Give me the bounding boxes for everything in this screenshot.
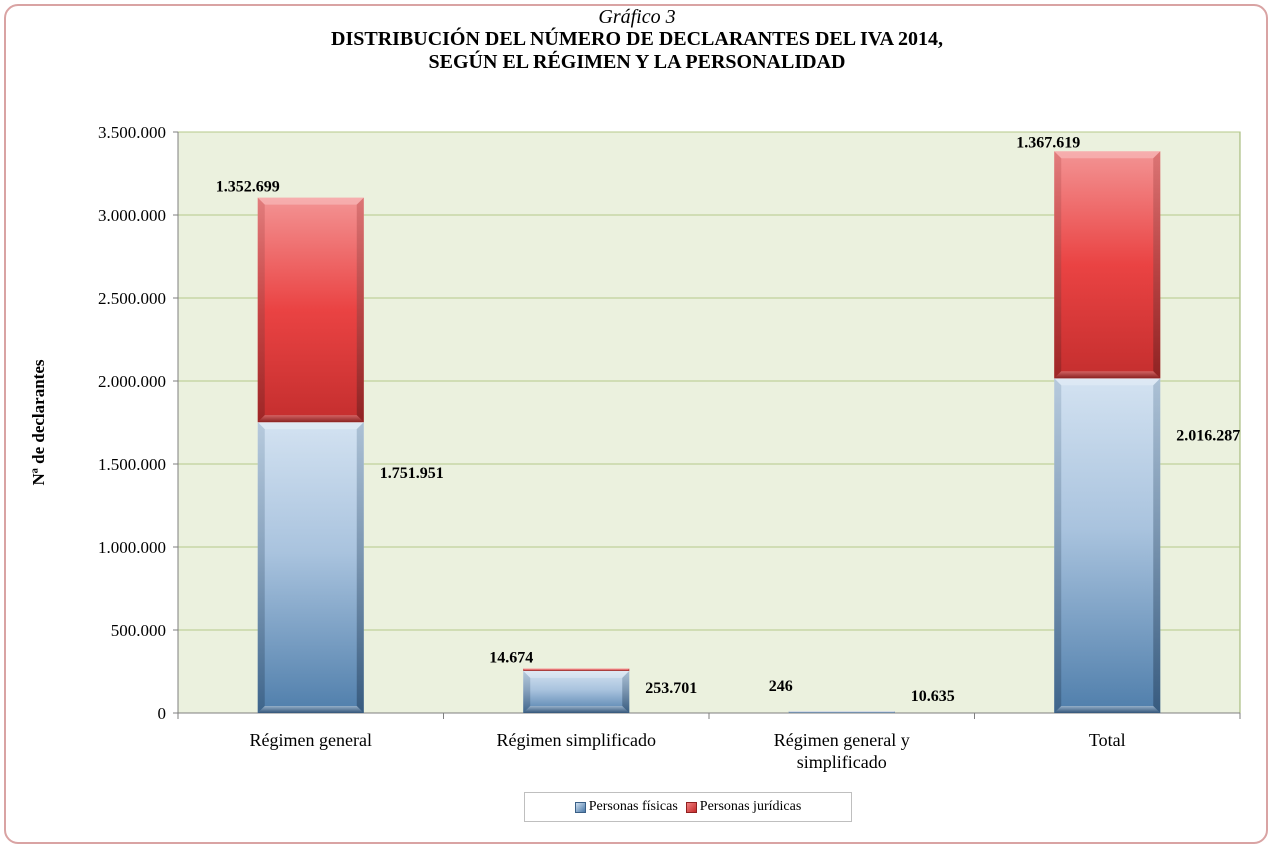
- bar-juridicas-3: [1054, 151, 1160, 378]
- bar-juridicas-1-bevel-bottom: [523, 670, 629, 671]
- data-label-fisicas-3: 2.016.287: [1176, 428, 1240, 445]
- y-tick-label: 500.000: [111, 621, 166, 640]
- bar-juridicas-3-bevel-right: [1153, 151, 1160, 378]
- bar-juridicas-0: [258, 198, 364, 423]
- bar-fisicas-3-bevel-right: [1153, 378, 1160, 713]
- bar-juridicas-0-bevel-left: [258, 198, 265, 423]
- data-label-fisicas-1: 253.701: [645, 680, 697, 697]
- bar-chart: 0 500.000 1.000.000 1.500.000 2.000.000 2.500…: [0, 0, 1274, 827]
- bar-fisicas-3: [1054, 378, 1160, 713]
- bar-juridicas-1-bevel-top: [523, 668, 629, 669]
- data-label-fisicas-2: 10.635: [911, 688, 955, 705]
- y-tick-label: 2.000.000: [98, 372, 166, 391]
- y-tick-label: 3.500.000: [98, 123, 166, 142]
- legend-swatch-fisicas: [575, 802, 586, 813]
- legend-item-fisicas: Personas físicas: [575, 799, 678, 815]
- x-category-label-2: Régimen general y: [774, 730, 910, 750]
- legend-swatch-juridicas: [686, 802, 697, 813]
- data-label-juridicas-0: 1.352.699: [216, 179, 280, 196]
- y-axis-label: Nª de declarantes: [29, 359, 48, 485]
- y-tick-label: 3.000.000: [98, 206, 166, 225]
- data-label-fisicas-0: 1.751.951: [380, 465, 444, 482]
- x-category-label-3: Total: [1089, 730, 1126, 750]
- legend-item-juridicas: Personas jurídicas: [686, 799, 801, 815]
- y-tick-label: 1.000.000: [98, 538, 166, 557]
- x-category-label-0: Régimen general: [250, 730, 372, 750]
- bar-fisicas-0-bevel-top: [258, 422, 364, 429]
- legend: Personas físicas Personas jurídicas: [524, 792, 852, 822]
- x-category-label-1: Régimen simplificado: [497, 730, 656, 750]
- bar-fisicas-0-bevel-right: [357, 422, 364, 713]
- bar-fisicas-1-bevel-top: [523, 671, 629, 678]
- bar-fisicas-3-bevel-top: [1054, 378, 1160, 385]
- bar-juridicas-0-bevel-bottom: [258, 415, 364, 422]
- bar-fisicas-0-bevel-bottom: [258, 706, 364, 713]
- bar-fisicas-1-bevel-right: [622, 671, 629, 713]
- bar-fisicas-1-bevel-left: [523, 671, 530, 713]
- bar-fisicas-3-bevel-bottom: [1054, 706, 1160, 713]
- y-tick-label: 1.500.000: [98, 455, 166, 474]
- legend-label-fisicas: Personas físicas: [589, 799, 678, 815]
- x-category-label-2: simplificado: [797, 752, 887, 772]
- bar-juridicas-0-bevel-right: [357, 198, 364, 423]
- bar-juridicas-3-bevel-top: [1054, 151, 1160, 158]
- bar-fisicas-0: [258, 422, 364, 713]
- data-label-juridicas-3: 1.367.619: [1016, 134, 1080, 151]
- y-tick-label: 2.500.000: [98, 289, 166, 308]
- bar-juridicas-0-bevel-top: [258, 198, 364, 205]
- y-tick-label: 0: [158, 704, 167, 723]
- bar-juridicas-3-bevel-bottom: [1054, 371, 1160, 378]
- bar-fisicas-2-bevel-top: [789, 711, 895, 712]
- data-label-juridicas-2: 246: [769, 678, 793, 695]
- bar-fisicas-2-bevel-bottom: [789, 712, 895, 713]
- bar-fisicas-3-bevel-left: [1054, 378, 1061, 713]
- bar-fisicas-0-bevel-left: [258, 422, 265, 713]
- bar-fisicas-1-bevel-bottom: [523, 706, 629, 713]
- bar-juridicas-3-bevel-left: [1054, 151, 1061, 378]
- data-label-juridicas-1: 14.674: [489, 649, 533, 666]
- legend-label-juridicas: Personas jurídicas: [700, 799, 801, 815]
